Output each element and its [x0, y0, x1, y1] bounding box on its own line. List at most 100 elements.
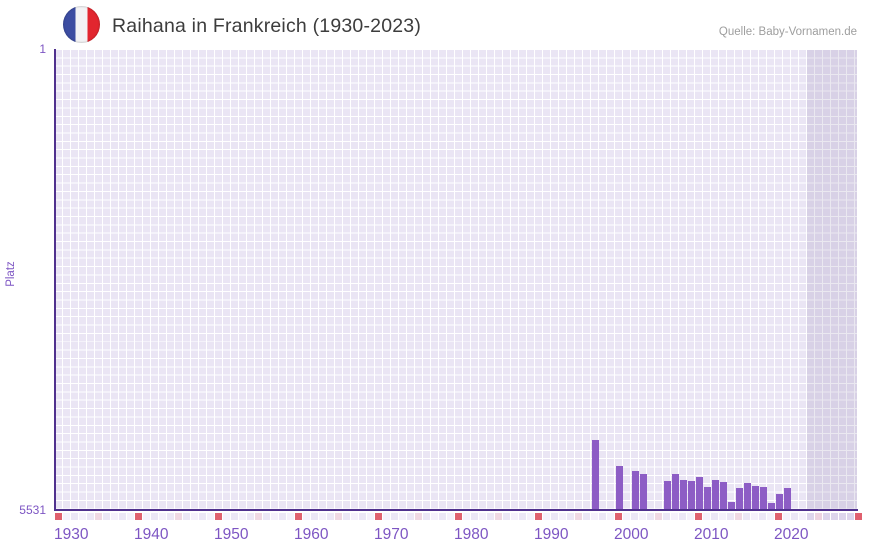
year-marker-1999: [607, 513, 614, 520]
bar-2016[interactable]: [743, 482, 751, 509]
year-marker-1982: [471, 513, 478, 520]
year-marker-2017: [751, 513, 758, 520]
year-marker-2008: [679, 513, 686, 520]
year-marker-1932: [71, 513, 78, 520]
year-marker-2004: [647, 513, 654, 520]
year-marker-2021: [783, 513, 790, 520]
year-marker-1964: [327, 513, 334, 520]
year-marker-2003: [639, 513, 646, 520]
year-marker-1957: [271, 513, 278, 520]
year-marker-2016: [743, 513, 750, 520]
y-tick-bottom: 5531: [19, 503, 46, 517]
year-marker-2005: [655, 513, 662, 520]
year-marker-1962: [311, 513, 318, 520]
year-marker-1997: [591, 513, 598, 520]
france-flag-icon: [63, 6, 100, 43]
year-marker-1995: [575, 513, 582, 520]
bar-2008[interactable]: [679, 479, 687, 509]
x-tick-1950: 1950: [214, 526, 249, 543]
bar-2020[interactable]: [775, 494, 783, 509]
x-axis-line: [54, 509, 858, 512]
year-marker-1950: [215, 513, 222, 520]
bar-2011[interactable]: [703, 486, 711, 509]
year-marker-2020: [775, 513, 782, 520]
year-marker-1945: [175, 513, 182, 520]
no-data-band: [807, 50, 857, 511]
plot-grid-background: [55, 50, 857, 511]
y-tick-top: 1: [39, 42, 46, 56]
year-marker-1977: [431, 513, 438, 520]
bar-2012[interactable]: [711, 479, 719, 509]
bar-2002[interactable]: [631, 470, 639, 509]
x-tick-2020: 2020: [774, 526, 809, 543]
x-tick-1930: 1930: [54, 526, 89, 543]
year-marker-1984: [487, 513, 494, 520]
year-marker-1983: [479, 513, 486, 520]
year-marker-2019: [767, 513, 774, 520]
year-marker-1980: [455, 513, 462, 520]
bar-1997[interactable]: [591, 440, 599, 509]
bar-2013[interactable]: [719, 482, 727, 509]
bar-2015[interactable]: [735, 488, 743, 509]
year-marker-1953: [239, 513, 246, 520]
year-marker-2023: [799, 513, 806, 520]
year-marker-1998: [599, 513, 606, 520]
year-marker-2018: [759, 513, 766, 520]
year-marker-1981: [463, 513, 470, 520]
source-link[interactable]: Quelle: Baby-Vornamen.de: [718, 26, 857, 38]
year-marker-1954: [247, 513, 254, 520]
x-tick-1980: 1980: [454, 526, 489, 543]
bar-2009[interactable]: [687, 480, 695, 509]
bar-2014[interactable]: [727, 502, 735, 509]
x-tick-1960: 1960: [294, 526, 329, 543]
year-marker-1993: [559, 513, 566, 520]
year-marker-1959: [287, 513, 294, 520]
bar-2021[interactable]: [783, 488, 791, 509]
x-tick-2010: 2010: [694, 526, 729, 543]
year-marker-1968: [359, 513, 366, 520]
year-marker-1996: [583, 513, 590, 520]
year-marker-1971: [383, 513, 390, 520]
year-marker-1952: [231, 513, 238, 520]
year-marker-1960: [295, 513, 302, 520]
year-marker-1961: [303, 513, 310, 520]
year-marker-2015: [735, 513, 742, 520]
bar-2010[interactable]: [695, 476, 703, 509]
year-marker-1942: [151, 513, 158, 520]
year-marker-1958: [279, 513, 286, 520]
year-marker-1972: [391, 513, 398, 520]
year-marker-1931: [63, 513, 70, 520]
year-marker-1986: [503, 513, 510, 520]
year-marker-2025: [815, 513, 822, 520]
bar-2019[interactable]: [767, 502, 775, 509]
year-marker-1939: [127, 513, 134, 520]
year-marker-1991: [543, 513, 550, 520]
bar-2017[interactable]: [751, 486, 759, 509]
year-marker-1941: [143, 513, 150, 520]
bar-2007[interactable]: [671, 473, 679, 509]
y-axis-line: [54, 49, 56, 511]
year-marker-1970: [375, 513, 382, 520]
year-marker-1978: [439, 513, 446, 520]
year-marker-2029: [847, 513, 854, 520]
year-marker-2030: [855, 513, 862, 520]
year-marker-1974: [407, 513, 414, 520]
x-tick-2000: 2000: [614, 526, 649, 543]
bar-2003[interactable]: [639, 474, 647, 509]
year-marker-2027: [831, 513, 838, 520]
bar-2018[interactable]: [759, 487, 767, 509]
year-marker-1994: [567, 513, 574, 520]
year-marker-1955: [255, 513, 262, 520]
bar-2000[interactable]: [615, 465, 623, 509]
year-marker-2024: [807, 513, 814, 520]
bar-plot-area[interactable]: [55, 50, 857, 509]
year-marker-2012: [711, 513, 718, 520]
year-marker-1990: [535, 513, 542, 520]
year-marker-2000: [615, 513, 622, 520]
year-marker-1989: [527, 513, 534, 520]
year-marker-1987: [511, 513, 518, 520]
bar-2006[interactable]: [663, 480, 671, 509]
year-marker-1930: [55, 513, 62, 520]
year-marker-2009: [687, 513, 694, 520]
